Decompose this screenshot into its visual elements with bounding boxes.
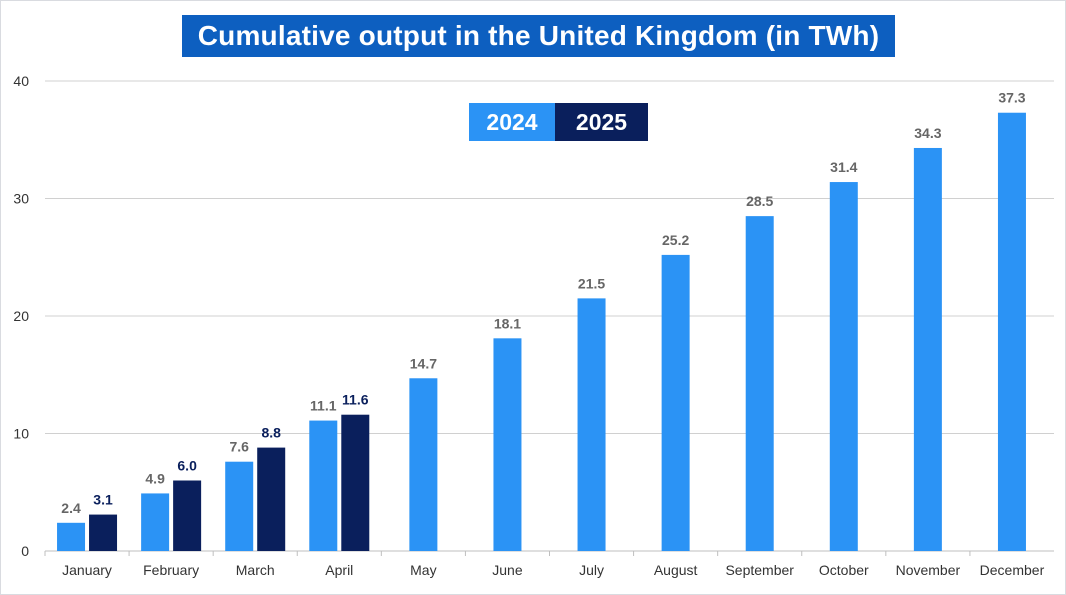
x-tick-label: September xyxy=(725,562,794,578)
x-tick-label: November xyxy=(896,562,961,578)
bars xyxy=(57,112,1026,552)
bar-2024[interactable] xyxy=(997,112,1026,551)
bar-2025[interactable] xyxy=(341,414,370,551)
x-tick-label: December xyxy=(980,562,1045,578)
data-label-2025: 8.8 xyxy=(261,425,281,441)
x-tick-label: April xyxy=(325,562,353,578)
x-tick-label: January xyxy=(62,562,112,578)
data-label-2024: 25.2 xyxy=(662,232,689,248)
y-tick-label: 40 xyxy=(13,73,29,89)
bar-2025[interactable] xyxy=(89,514,118,551)
x-tick-label: October xyxy=(819,562,869,578)
bar-2025[interactable] xyxy=(257,447,286,551)
bar-2024[interactable] xyxy=(309,420,338,551)
x-tick-label: May xyxy=(410,562,436,578)
chart-title: Cumulative output in the United Kingdom … xyxy=(182,15,895,57)
x-tick-label: March xyxy=(236,562,275,578)
bar-2024[interactable] xyxy=(745,216,774,551)
data-label-2024: 34.3 xyxy=(914,125,941,141)
x-tick-label: February xyxy=(143,562,199,578)
data-label-2025: 3.1 xyxy=(93,492,113,508)
bar-2024[interactable] xyxy=(661,254,690,551)
data-label-2024: 31.4 xyxy=(830,159,857,175)
data-label-2025: 6.0 xyxy=(177,458,197,474)
x-tick-label: June xyxy=(492,562,523,578)
legend: 2024 2025 xyxy=(469,103,648,141)
legend-item-2024[interactable]: 2024 xyxy=(469,103,555,141)
bar-2024[interactable] xyxy=(225,461,254,551)
bar-2025[interactable] xyxy=(173,480,202,552)
data-label-2024: 7.6 xyxy=(229,439,249,455)
data-label-2024: 21.5 xyxy=(578,275,605,291)
y-tick-label: 0 xyxy=(21,543,29,559)
legend-item-2025[interactable]: 2025 xyxy=(555,103,648,141)
y-tick-label: 30 xyxy=(13,191,29,207)
bar-2024[interactable] xyxy=(409,378,438,551)
data-label-2024: 37.3 xyxy=(998,90,1025,106)
data-label-2024: 4.9 xyxy=(145,470,165,486)
axes: 0 10 20 30 40 January February March April May Jun… xyxy=(13,73,1044,578)
data-label-2024: 2.4 xyxy=(61,500,81,516)
y-tick-label: 10 xyxy=(13,426,29,442)
x-tick-label: August xyxy=(654,562,698,578)
bar-2024[interactable] xyxy=(57,522,86,551)
data-label-2024: 28.5 xyxy=(746,193,773,209)
x-tick-label: July xyxy=(579,562,604,578)
bar-2024[interactable] xyxy=(829,182,858,552)
y-tick-label: 20 xyxy=(13,308,29,324)
data-label-2024: 11.1 xyxy=(310,398,337,414)
data-label-2024: 18.1 xyxy=(494,315,521,331)
bar-2024[interactable] xyxy=(141,493,170,551)
bar-2024[interactable] xyxy=(913,147,942,551)
bar-2024[interactable] xyxy=(493,338,522,551)
data-label-2025: 11.6 xyxy=(342,392,369,408)
data-label-2024: 14.7 xyxy=(410,355,437,371)
bar-2024[interactable] xyxy=(577,298,606,551)
data-labels: 2.4 3.1 4.9 6.0 7.6 8.8 11.1 11.6 14.7 18.1 21.5 25… xyxy=(61,90,1025,516)
